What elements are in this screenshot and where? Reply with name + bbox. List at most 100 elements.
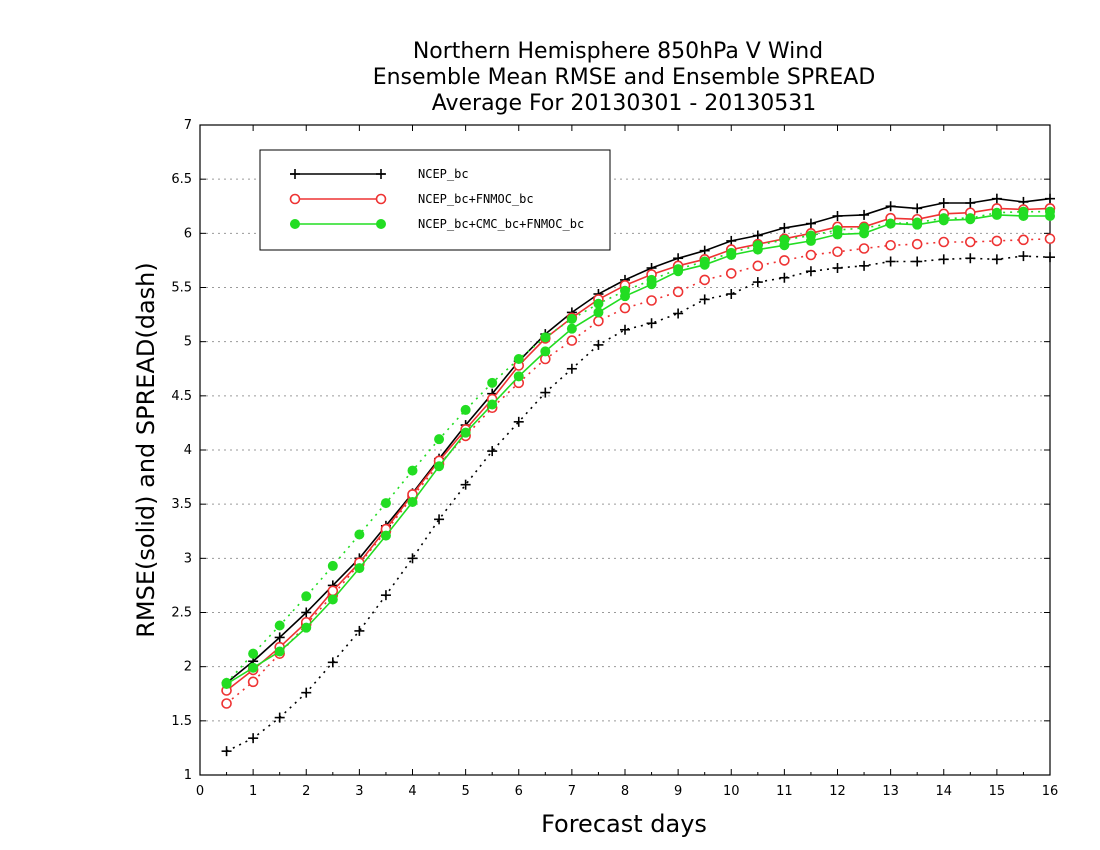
series-2-rmse-line <box>226 214 1050 685</box>
series-2-rmse-point <box>301 622 312 633</box>
series-0-rmse-point <box>699 245 710 256</box>
x-tick-label: 0 <box>196 784 204 799</box>
series-2-spread-point <box>274 620 285 631</box>
series-2-rmse-point <box>938 215 949 226</box>
series-1-spread-point <box>593 315 604 327</box>
series-0-rmse-point <box>301 607 312 618</box>
series-0-spread-point <box>1018 251 1029 262</box>
y-tick-label: 5.5 <box>171 281 192 296</box>
legend-marker-right-1 <box>375 193 387 205</box>
series-0-spread-point <box>620 324 630 335</box>
series-2-rmse-point <box>566 323 577 334</box>
series-1-spread-point <box>247 676 259 688</box>
series-0-spread-point <box>965 253 976 264</box>
y-tick-label: 3.5 <box>171 497 192 512</box>
chart-title-line-1: Northern Hemisphere 850hPa V Wind <box>413 39 823 64</box>
series-1-spread-point <box>779 255 790 266</box>
x-tick-label: 3 <box>355 784 363 799</box>
series-0-rmse-point <box>885 201 896 212</box>
series-0-spread-point <box>832 263 843 273</box>
y-tick-label: 4.5 <box>171 389 192 404</box>
series-0-spread-point <box>566 363 577 374</box>
x-tick-label: 13 <box>882 784 899 799</box>
x-tick-label: 14 <box>935 784 952 799</box>
x-tick-label: 4 <box>408 784 416 799</box>
series-2-spread-point <box>540 332 551 343</box>
series-2-spread-point <box>434 434 445 445</box>
legend-marker-left-1 <box>289 193 301 205</box>
series-0-spread-point <box>221 746 232 757</box>
x-tick-label: 9 <box>674 784 682 799</box>
legend-label-2: NCEP_bc+CMC_bc+FNMOC_bc <box>418 217 584 231</box>
series-2-rmse-point <box>354 563 365 574</box>
legend: NCEP_bc NCEP_bc+FNMOC_bc NCEP_bc+CMC_bc+FN… <box>259 149 611 251</box>
series-0-rmse-point <box>859 209 870 220</box>
series-2-spread-point <box>248 648 259 659</box>
y-tick-label: 4 <box>184 443 192 458</box>
series-2-rmse-point <box>726 250 737 260</box>
series-2-rmse-point <box>593 307 604 318</box>
x-tick-label: 15 <box>989 784 1006 799</box>
series-2-rmse-point <box>965 214 976 225</box>
legend-marker-right-2 <box>376 219 386 229</box>
series-2-spread-point <box>460 404 471 415</box>
series-2-spread-point <box>380 498 391 509</box>
chart-title-line-3: Average For 20130301 - 20130531 <box>432 91 817 116</box>
series-2-rmse-point <box>805 235 816 246</box>
series-0-rmse-point <box>1045 193 1055 204</box>
series-0-spread-point <box>301 687 312 698</box>
series-1-spread-point <box>221 698 232 709</box>
legend-marker-left-2 <box>290 219 300 229</box>
legend-label-0: NCEP_bc <box>418 167 469 181</box>
series-2-rmse-point <box>460 427 471 438</box>
series-2-rmse-point <box>752 244 763 255</box>
series-0-spread-point <box>779 272 790 283</box>
series-0-spread-point <box>991 254 1002 265</box>
series-0-spread-point <box>859 260 870 271</box>
legend-marker-right-0 <box>376 169 386 179</box>
series-2-rmse-point <box>513 371 524 382</box>
series-1-spread-point <box>699 274 710 286</box>
series-0-rmse-point <box>779 222 790 233</box>
series-2-rmse-point <box>248 662 259 673</box>
series-1-spread-point <box>1018 234 1029 246</box>
series-2-rmse-point <box>380 530 391 541</box>
y-tick-label: 2 <box>184 660 192 675</box>
series-2-spread-point <box>487 377 498 388</box>
series-1-spread-point <box>725 268 737 279</box>
series-1-spread-point <box>646 295 657 306</box>
series-1-spread-line <box>226 238 1051 705</box>
x-tick-label: 11 <box>776 784 793 799</box>
series-2-spread-point <box>407 465 418 476</box>
series-0-spread-point <box>354 625 365 636</box>
y-gridlines <box>200 178 1050 722</box>
series-2-spread-point <box>593 298 604 309</box>
series-1-rmse-line <box>226 207 1051 692</box>
series-0-spread-point <box>726 289 737 299</box>
series-2-rmse-point <box>274 646 285 657</box>
series-2-rmse-point <box>912 219 923 230</box>
series-1-spread-point <box>858 243 870 254</box>
x-tick-label: 12 <box>829 784 846 799</box>
series-1-spread-point <box>965 236 976 248</box>
series-0-spread-line <box>226 255 1051 752</box>
x-tick-label: 16 <box>1042 784 1059 799</box>
x-tick-label: 1 <box>249 784 257 799</box>
chart-title-line-2: Ensemble Mean RMSE and Ensemble SPREAD <box>373 65 876 90</box>
series-2-rmse-point <box>327 594 338 605</box>
series-0-spread-point <box>593 339 604 350</box>
x-axis-title: Forecast days <box>541 810 707 838</box>
series-2-spread-point <box>513 354 524 364</box>
series-2-spread-point <box>327 560 338 571</box>
legend-label-1: NCEP_bc+FNMOC_bc <box>418 192 534 206</box>
series-1-spread-point <box>885 239 896 251</box>
series-1 <box>221 203 1056 709</box>
y-axis-title: RMSE(solid) and SPREAD(dash) <box>132 262 160 638</box>
series-1-spread-point <box>752 260 764 272</box>
series-1-spread-point <box>832 246 843 258</box>
series-0-spread-point <box>327 657 338 668</box>
series-0-spread-point <box>673 308 684 319</box>
series-0-rmse-point <box>938 198 949 208</box>
x-tick-label: 10 <box>723 784 740 799</box>
